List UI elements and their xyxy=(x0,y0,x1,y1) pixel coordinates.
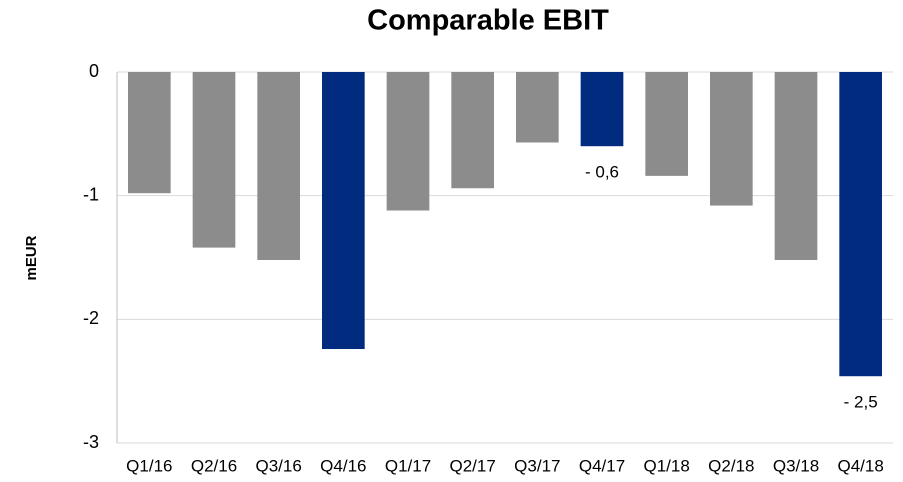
x-tick-label: Q1/16 xyxy=(126,456,172,475)
y-tick-label: -3 xyxy=(83,432,99,452)
bar xyxy=(839,72,883,377)
bar xyxy=(386,72,430,211)
x-tick-label: Q4/18 xyxy=(838,456,884,475)
bar xyxy=(774,72,818,260)
bar xyxy=(709,72,753,206)
x-tick-label: Q1/17 xyxy=(385,456,431,475)
y-tick-label: 0 xyxy=(89,61,99,81)
chart-title: Comparable EBIT xyxy=(367,5,609,37)
bar xyxy=(257,72,301,260)
bar xyxy=(321,72,365,350)
data-label: - 2,5 xyxy=(844,393,878,412)
y-tick-label: -2 xyxy=(83,308,99,328)
y-axis-label: mEUR xyxy=(23,235,40,280)
x-tick-label: Q2/18 xyxy=(708,456,754,475)
y-tick-label: -1 xyxy=(83,184,99,204)
x-tick-label: Q1/18 xyxy=(644,456,690,475)
x-tick-label: Q2/17 xyxy=(450,456,496,475)
bar xyxy=(580,72,624,147)
x-tick-label: Q3/16 xyxy=(256,456,302,475)
x-tick-label: Q4/16 xyxy=(320,456,366,475)
bar xyxy=(192,72,236,248)
bar xyxy=(451,72,495,189)
bar xyxy=(127,72,171,194)
data-label: - 0,6 xyxy=(585,163,619,182)
bar xyxy=(515,72,559,143)
x-tick-label: Q3/18 xyxy=(773,456,819,475)
x-tick-label: Q2/16 xyxy=(191,456,237,475)
x-tick-label: Q3/17 xyxy=(514,456,560,475)
bar xyxy=(645,72,689,176)
x-tick-label: Q4/17 xyxy=(579,456,625,475)
